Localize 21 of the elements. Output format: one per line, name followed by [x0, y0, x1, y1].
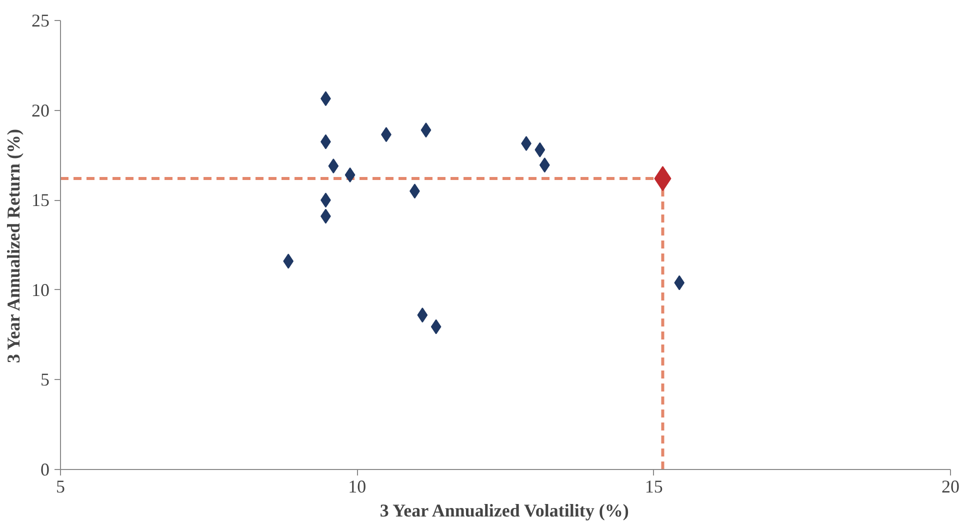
x-tick-label: 20 [942, 476, 960, 496]
y-tick-label: 10 [32, 280, 50, 300]
y-tick-label: 25 [32, 10, 50, 30]
x-tick-label: 5 [56, 476, 65, 496]
point [420, 122, 432, 138]
y-tick-label: 5 [40, 370, 50, 390]
x-tick-label: 15 [644, 476, 663, 496]
y-tick-label: 15 [32, 190, 50, 210]
point [344, 167, 356, 182]
point [674, 275, 685, 290]
x-tick-label: 10 [348, 476, 366, 496]
point [430, 319, 442, 334]
point [283, 254, 294, 269]
point [328, 158, 339, 174]
y-tick-label: 20 [32, 100, 50, 120]
point [534, 142, 546, 158]
point [417, 308, 428, 323]
y-tick-label: 0 [40, 460, 50, 480]
x-axis-title: 3 Year Annualized Volatility (%) [380, 500, 629, 520]
point [539, 158, 550, 173]
y-axis-title: 3 Year Annualized Return (%) [4, 128, 24, 363]
